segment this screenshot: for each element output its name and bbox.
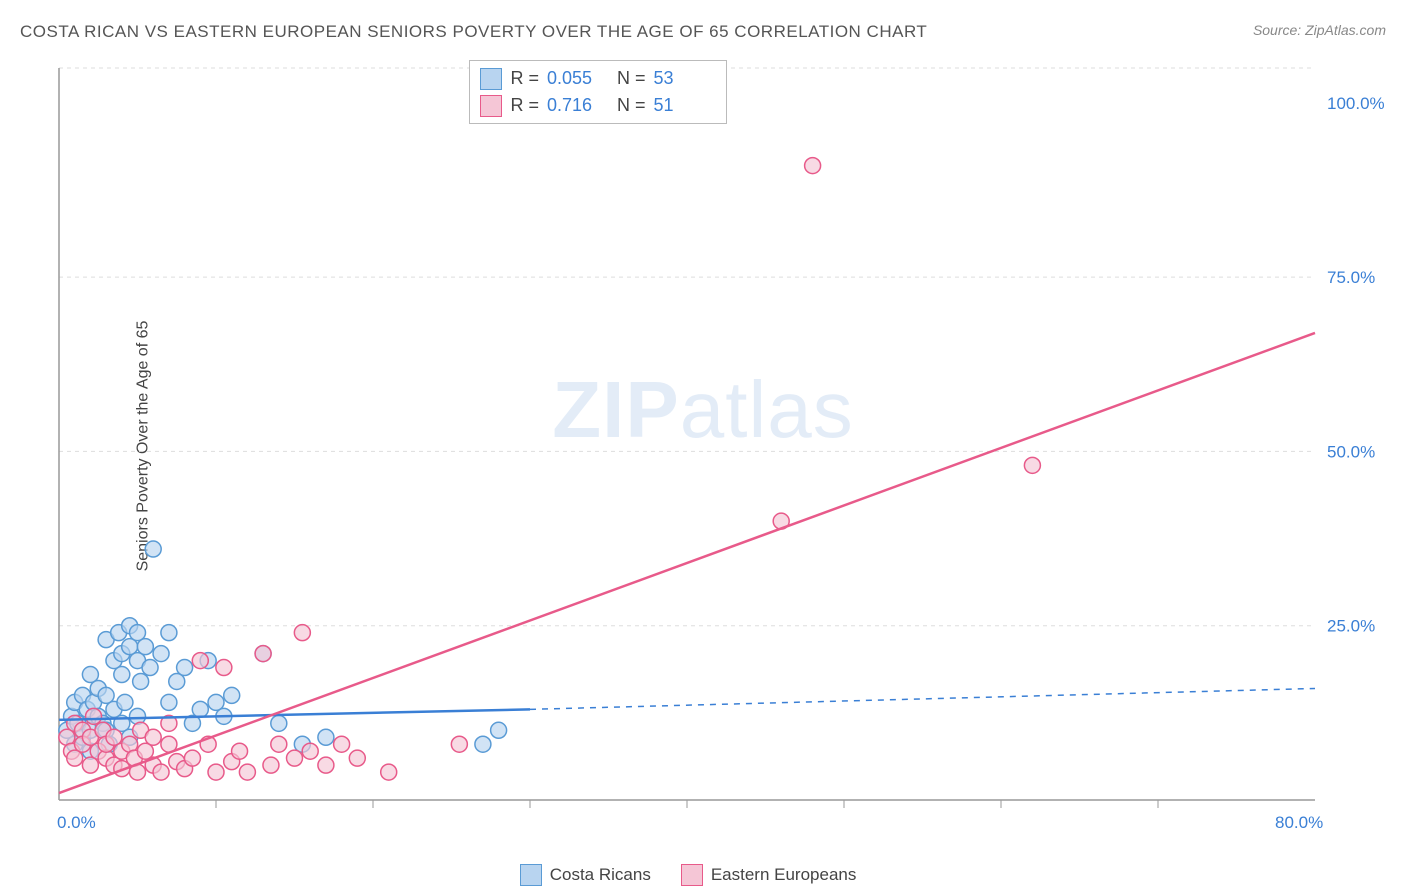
svg-text:75.0%: 75.0% bbox=[1327, 268, 1375, 287]
stat-n-value: 53 bbox=[654, 65, 704, 92]
stat-r-value: 0.716 bbox=[547, 92, 597, 119]
legend-item: Eastern Europeans bbox=[681, 864, 857, 886]
stat-r-value: 0.055 bbox=[547, 65, 597, 92]
plot-area: 25.0% 50.0% 75.0% 100.0% 0.0% 80.0% bbox=[55, 60, 1385, 840]
stat-n-value: 51 bbox=[654, 92, 704, 119]
svg-text:50.0%: 50.0% bbox=[1327, 442, 1375, 461]
chart-svg: 25.0% 50.0% 75.0% 100.0% 0.0% 80.0% bbox=[55, 60, 1385, 840]
swatch-icon bbox=[681, 864, 703, 886]
swatch-icon bbox=[520, 864, 542, 886]
chart-container: COSTA RICAN VS EASTERN EUROPEAN SENIORS … bbox=[0, 0, 1406, 892]
stat-n-label: N = bbox=[617, 65, 646, 92]
svg-text:80.0%: 80.0% bbox=[1275, 813, 1323, 832]
stats-row: R = 0.716 N = 51 bbox=[480, 92, 715, 119]
legend-label: Eastern Europeans bbox=[711, 865, 857, 885]
legend-label: Costa Ricans bbox=[550, 865, 651, 885]
swatch-icon bbox=[480, 68, 502, 90]
svg-text:25.0%: 25.0% bbox=[1327, 617, 1375, 636]
legend-item: Costa Ricans bbox=[520, 864, 651, 886]
svg-text:100.0%: 100.0% bbox=[1327, 94, 1385, 113]
source-label: Source: ZipAtlas.com bbox=[1253, 22, 1386, 38]
chart-title: COSTA RICAN VS EASTERN EUROPEAN SENIORS … bbox=[20, 22, 927, 42]
stat-r-label: R = bbox=[510, 65, 539, 92]
stat-r-label: R = bbox=[510, 92, 539, 119]
bottom-legend: Costa Ricans Eastern Europeans bbox=[520, 864, 857, 886]
stat-n-label: N = bbox=[617, 92, 646, 119]
svg-text:0.0%: 0.0% bbox=[57, 813, 96, 832]
stats-row: R = 0.055 N = 53 bbox=[480, 65, 715, 92]
stats-legend-box: R = 0.055 N = 53 R = 0.716 N = 51 bbox=[469, 60, 726, 124]
swatch-icon bbox=[480, 95, 502, 117]
